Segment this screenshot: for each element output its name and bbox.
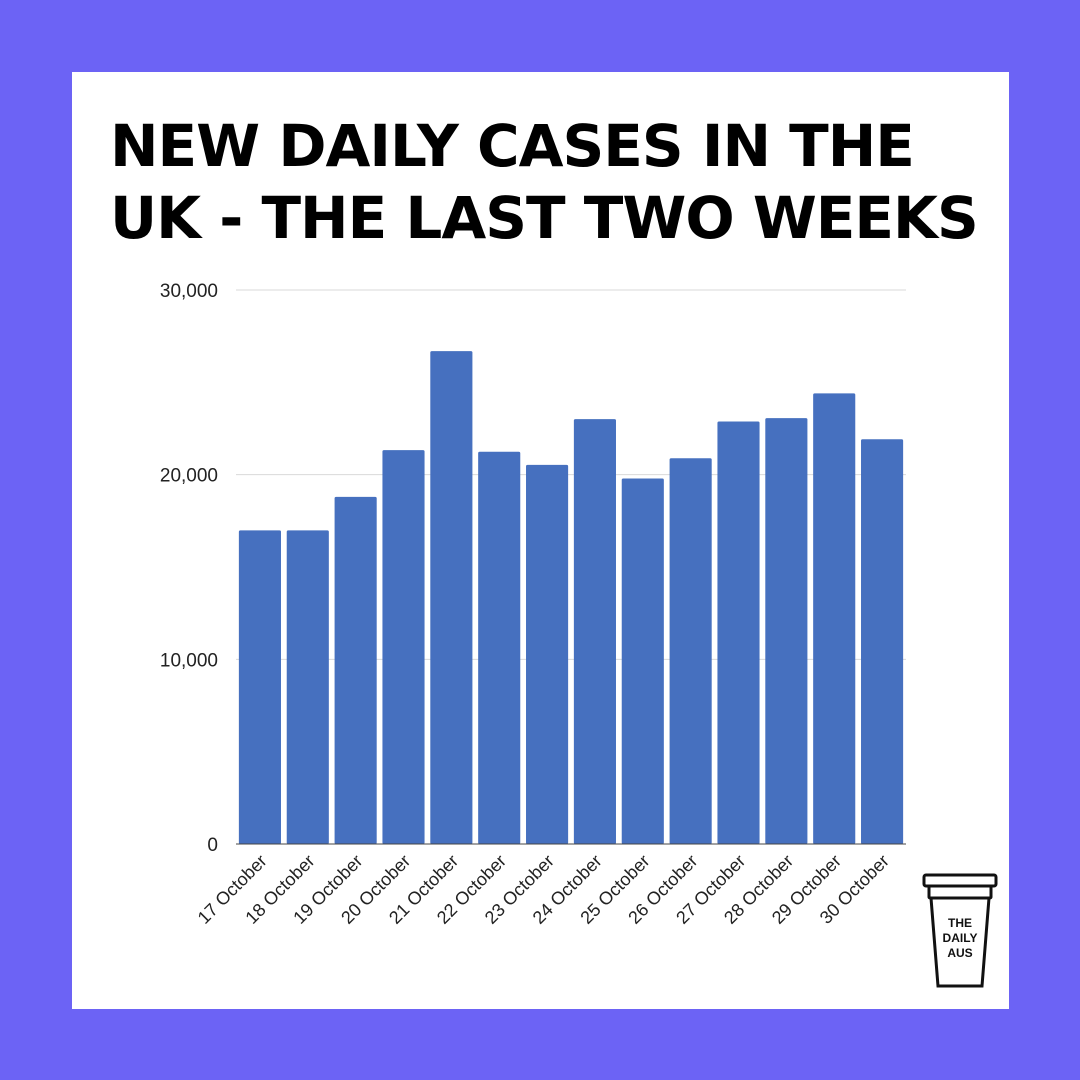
bar (717, 421, 760, 844)
y-tick-label: 0 (207, 835, 218, 856)
bar (478, 451, 521, 844)
the-daily-aus-logo: THE DAILY AUS (922, 873, 998, 988)
logo-text-aus: AUS (947, 946, 972, 960)
bar (813, 393, 856, 844)
bar (765, 418, 808, 844)
chart-title: NEW DAILY CASES IN THE UK - THE LAST TWO… (110, 110, 979, 254)
y-tick-label: 10,000 (160, 650, 218, 671)
bar (621, 478, 664, 844)
bar (573, 419, 616, 844)
bar (430, 351, 473, 844)
bar (382, 450, 425, 844)
y-tick-label: 30,000 (160, 281, 218, 302)
bar (238, 530, 281, 844)
bar (334, 496, 377, 844)
logo-text-the: THE (948, 916, 972, 930)
logo-text-daily: DAILY (943, 931, 978, 945)
title-line-2: UK - THE LAST TWO WEEKS (110, 184, 979, 252)
title-line-1: NEW DAILY CASES IN THE (110, 112, 915, 180)
card: NEW DAILY CASES IN THE UK - THE LAST TWO… (72, 72, 1009, 1009)
bar (669, 458, 712, 844)
y-tick-label: 20,000 (160, 466, 218, 487)
bar (861, 439, 904, 844)
bar (526, 464, 569, 844)
bar (286, 530, 329, 844)
